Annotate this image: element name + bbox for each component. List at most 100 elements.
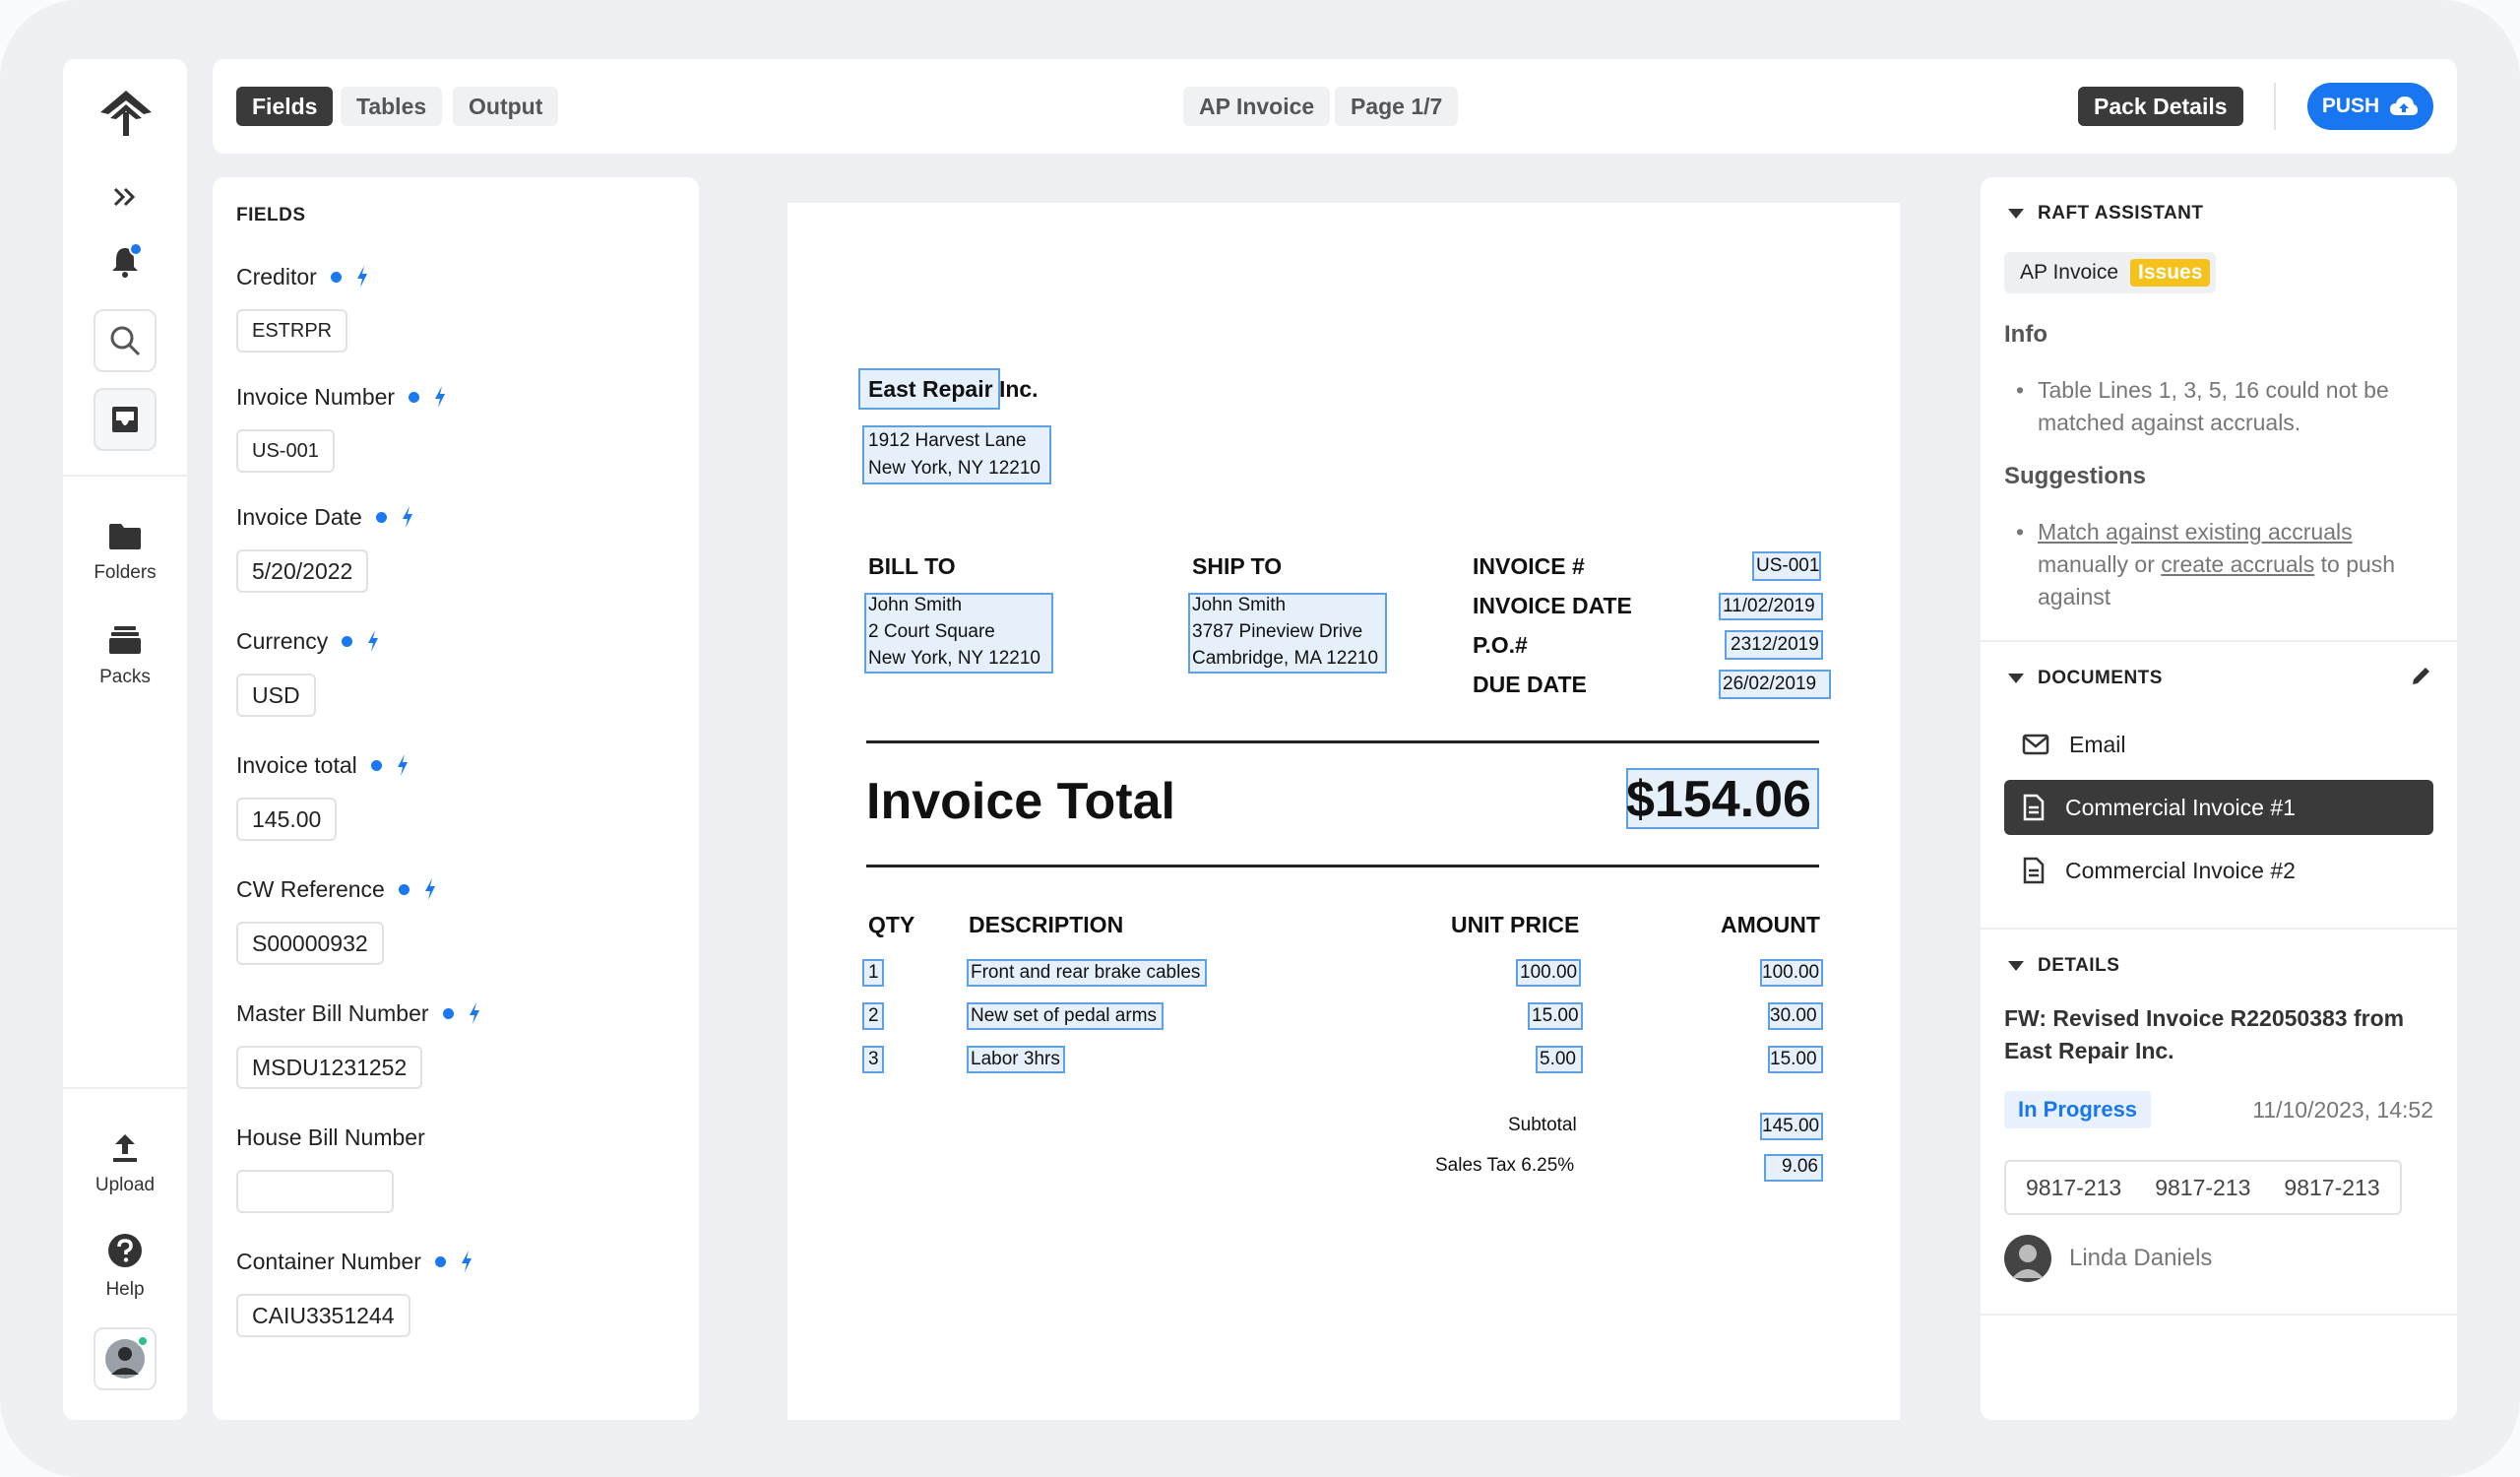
suggestion-end-text: to push against xyxy=(2038,551,2396,610)
nav-item-upload[interactable]: Upload xyxy=(63,1130,187,1196)
document-label: Commercial Invoice #2 xyxy=(2065,857,2296,883)
currency-input[interactable]: USD xyxy=(236,674,316,717)
extraction-highlight[interactable] xyxy=(1760,959,1823,987)
left-navigation: Folders Packs Upload Help xyxy=(63,59,187,1420)
extraction-highlight[interactable] xyxy=(1719,670,1831,699)
match-accruals-link[interactable]: Match against existing accruals xyxy=(2038,519,2353,545)
extraction-highlight[interactable] xyxy=(1719,593,1823,620)
assistant-context-chip[interactable]: AP Invoice Issues xyxy=(2004,252,2217,293)
section-divider xyxy=(1981,928,2457,930)
house-bill-number-input[interactable] xyxy=(236,1170,394,1213)
field-house-bill-number: House Bill Number xyxy=(236,1123,425,1218)
extraction-highlight[interactable] xyxy=(967,959,1207,987)
assignee[interactable]: Linda Daniels xyxy=(2004,1235,2212,1282)
column-header-unit-price: UNIT PRICE xyxy=(1451,912,1580,937)
nav-item-packs[interactable]: Packs xyxy=(63,624,187,688)
company-name: East Repair Inc. xyxy=(868,376,1039,402)
invoice-date-label: INVOICE DATE xyxy=(1473,593,1632,618)
extraction-highlight[interactable] xyxy=(1760,1113,1823,1140)
cloud-upload-icon xyxy=(2390,96,2419,115)
assistant-section-toggle[interactable]: RAFT ASSISTANT xyxy=(2008,203,2204,225)
extraction-highlight[interactable] xyxy=(1768,1046,1823,1073)
extraction-highlight[interactable] xyxy=(1536,1046,1583,1073)
issues-badge: Issues xyxy=(2130,259,2211,287)
due-date-value: 26/02/2019 xyxy=(1723,674,1817,694)
extraction-highlight[interactable] xyxy=(1764,1154,1823,1182)
edit-pencil-icon[interactable] xyxy=(2410,664,2433,692)
assignee-name: Linda Daniels xyxy=(2069,1245,2213,1271)
status-badge[interactable]: In Progress xyxy=(2004,1091,2152,1128)
bolt-icon xyxy=(356,266,367,288)
extraction-highlight[interactable] xyxy=(1516,959,1581,987)
folder-icon xyxy=(109,524,141,549)
field-invoice-number: Invoice Number US-001 xyxy=(236,382,447,473)
cw-reference-input[interactable]: S00000932 xyxy=(236,922,384,965)
tab-fields[interactable]: Fields xyxy=(236,87,334,126)
field-label: Creditor xyxy=(236,263,317,289)
tab-tables[interactable]: Tables xyxy=(341,87,443,126)
status-dot xyxy=(398,883,410,895)
fields-panel: FIELDS Creditor ESTRPR Invoice Number US… xyxy=(213,177,699,1420)
page-indicator: Page 1/7 xyxy=(1335,87,1459,126)
status-dot xyxy=(442,1007,454,1019)
mail-icon xyxy=(2022,734,2049,755)
divider-rule xyxy=(866,865,1819,867)
creditor-input[interactable]: ESTRPR xyxy=(236,309,348,353)
invoice-number-label: INVOICE # xyxy=(1473,553,1585,579)
invoice-number-input[interactable]: US-001 xyxy=(236,429,335,473)
nav-divider xyxy=(63,475,187,477)
create-accruals-link[interactable]: create accruals xyxy=(2161,551,2315,577)
container-number-input[interactable]: CAIU3351244 xyxy=(236,1294,410,1337)
extraction-highlight[interactable] xyxy=(967,1002,1164,1030)
documents-title: DOCUMENTS xyxy=(2038,668,2163,688)
document-item-commercial-invoice-2[interactable]: Commercial Invoice #2 xyxy=(2004,843,2433,898)
document-item-commercial-invoice-1[interactable]: Commercial Invoice #1 xyxy=(2004,780,2433,835)
notifications-bell-icon[interactable] xyxy=(94,230,157,293)
extraction-highlight[interactable] xyxy=(858,368,1000,410)
documents-section-toggle[interactable]: DOCUMENTS xyxy=(2008,668,2163,689)
line-description: Labor 3hrs xyxy=(971,1049,1060,1069)
document-item-email[interactable]: Email xyxy=(2004,717,2433,772)
search-icon[interactable] xyxy=(94,309,157,372)
extraction-highlight[interactable] xyxy=(967,1046,1065,1073)
extraction-highlight[interactable] xyxy=(862,425,1051,484)
info-bullet-text: Table Lines 1, 3, 5, 16 could not be mat… xyxy=(2038,377,2389,435)
nav-item-folders[interactable]: Folders xyxy=(63,522,187,584)
push-button[interactable]: PUSH xyxy=(2307,83,2433,130)
extraction-highlight[interactable] xyxy=(1752,551,1821,581)
invoice-total-input[interactable]: 145.00 xyxy=(236,798,338,841)
field-master-bill-number: Master Bill Number MSDU1231252 xyxy=(236,998,481,1089)
extraction-highlight[interactable] xyxy=(1626,768,1819,829)
raft-logo-icon[interactable] xyxy=(96,85,156,140)
field-label: CW Reference xyxy=(236,875,385,902)
ship-to-label: SHIP TO xyxy=(1192,553,1283,579)
extraction-highlight[interactable] xyxy=(864,593,1053,674)
reference-numbers[interactable]: 9817-213 9817-213 9817-213 xyxy=(2004,1160,2402,1215)
bolt-icon xyxy=(461,1251,472,1272)
user-avatar[interactable] xyxy=(94,1327,157,1390)
suggestion-mid-text: manually or xyxy=(2038,551,2155,577)
field-label: Invoice Number xyxy=(236,383,396,410)
extraction-highlight[interactable] xyxy=(862,1046,884,1073)
status-dot xyxy=(434,1255,446,1267)
extraction-highlight[interactable] xyxy=(1725,630,1823,660)
extraction-highlight[interactable] xyxy=(862,1002,884,1030)
extraction-highlight[interactable] xyxy=(1768,1002,1823,1030)
details-section-toggle[interactable]: DETAILS xyxy=(2008,955,2119,977)
master-bill-number-input[interactable]: MSDU1231252 xyxy=(236,1046,423,1089)
inbox-icon[interactable] xyxy=(94,388,157,451)
sales-tax-value: 9.06 xyxy=(1782,1156,1818,1177)
nav-item-help[interactable]: Help xyxy=(63,1233,187,1301)
expand-sidebar-icon[interactable] xyxy=(94,165,157,228)
invoice-date-input[interactable]: 5/20/2022 xyxy=(236,549,369,593)
extraction-highlight[interactable] xyxy=(1188,593,1387,674)
status-dot xyxy=(370,759,382,771)
column-header-amount: AMOUNT xyxy=(1721,912,1820,937)
pack-details-button[interactable]: Pack Details xyxy=(2078,87,2243,126)
extraction-highlight[interactable] xyxy=(1528,1002,1583,1030)
right-panel: RAFT ASSISTANT AP Invoice Issues Info • … xyxy=(1981,177,2457,1420)
upload-icon xyxy=(113,1134,137,1162)
extraction-highlight[interactable] xyxy=(862,959,884,987)
document-type-chip[interactable]: AP Invoice xyxy=(1183,87,1331,126)
tab-output[interactable]: Output xyxy=(453,87,559,126)
